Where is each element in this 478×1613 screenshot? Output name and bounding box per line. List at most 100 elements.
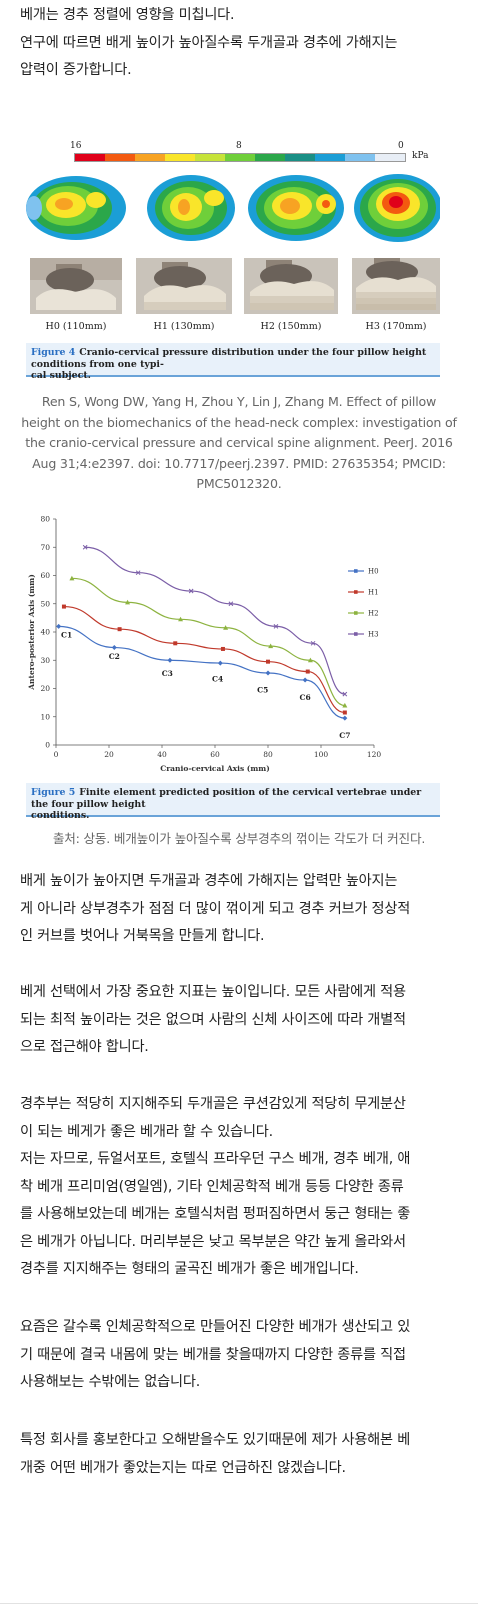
scale-label-0: 0: [398, 141, 404, 151]
pillow-photo-h2: [244, 258, 338, 314]
panel-label-h1: H1 (130mm): [153, 321, 215, 332]
vertebra-label-c6: C6: [299, 693, 310, 702]
data-point-h2: [342, 702, 348, 708]
legend-label-h3: H3: [368, 631, 379, 639]
scale-swatch: [195, 154, 225, 161]
text-line: 배게 높이가 높아지면 두개골과 경추에 가해지는 압력만 높아지는: [20, 873, 398, 889]
data-point-h3: [310, 640, 316, 646]
y-tick-label: 40: [40, 628, 50, 637]
scale-swatch: [75, 154, 105, 161]
text-line: 압력이 증가합니다.: [20, 62, 132, 78]
data-point-h0: [56, 623, 62, 629]
x-tick-label: 120: [367, 750, 382, 759]
pillow-photo-h3: [352, 258, 440, 314]
pressure-heatmap-h2: [248, 175, 344, 241]
scale-swatch: [225, 154, 255, 161]
pillow-photo-h0: [30, 258, 122, 314]
text-line: 사용해보는 수밖에는 없습니다.: [20, 1374, 201, 1390]
x-axis-label: Cranio-cervical Axis (mm): [160, 764, 270, 773]
text-line: 기 때문에 결국 내몸에 맞는 베개를 찾을때까지 다양한 종류를 직접: [20, 1346, 406, 1363]
data-point-h1: [173, 641, 178, 646]
data-point-h3: [228, 601, 234, 607]
data-point-h0: [265, 670, 271, 676]
text-line: 경추를 지지해주는 형태의 굴곡진 베개가 좋은 베개입니다.: [20, 1261, 359, 1277]
legend-label-h0: H0: [368, 568, 379, 576]
data-point-h1: [266, 659, 270, 664]
data-point-h2: [223, 625, 229, 630]
scale-label-16: 16: [70, 141, 82, 151]
legend-marker-h3: [354, 632, 358, 636]
data-point-h1: [305, 669, 310, 674]
data-point-h0: [217, 660, 223, 666]
legend-marker-h2: [354, 611, 358, 615]
data-point-h2: [178, 616, 184, 622]
citation-line: Aug 31;4:e2397. doi: 10.7717/peerj.2397.…: [32, 455, 446, 471]
data-point-h1: [220, 646, 225, 651]
figure-5-caption: Figure 5 Finite element predicted positio…: [26, 783, 440, 821]
text-line: 게 아니라 상부경추가 점점 더 많이 꺾이게 되고 경추 커브가 정상적: [20, 900, 411, 917]
scale-swatch: [165, 154, 195, 161]
data-point-h2: [125, 599, 131, 605]
pressure-heatmap-h1: [147, 175, 235, 241]
scale-swatch: [345, 154, 375, 161]
y-tick-label: 0: [45, 741, 50, 750]
pressure-heatmap-h3: [354, 174, 440, 242]
figure-4-pressure-maps: 16 8 0 kPa: [26, 138, 440, 343]
data-point-h0: [342, 715, 348, 721]
figure-4-caption-text-2: cal subject.: [31, 370, 91, 381]
data-point-h2: [268, 643, 274, 649]
data-point-h1: [342, 710, 347, 715]
scale-swatch: [105, 154, 135, 161]
y-tick-label: 20: [40, 684, 50, 693]
figure-5-line-chart: 0 10 20 30 40 50 60 70 80 0 20 40 60 80 100 120 Cranio-c…: [27, 515, 382, 774]
data-point-h1: [61, 604, 66, 609]
text-line: 되는 최적 높이라는 것은 없으며 사람의 신체 사이즈에 따라 개별적: [20, 1011, 406, 1028]
pressure-heatmap-h0: [26, 176, 126, 240]
text-line: 개중 어떤 베개가 좋았는지는 따로 언급하진 않겠습니다.: [20, 1459, 346, 1476]
scale-unit-kpa: kPa: [412, 151, 429, 161]
scale-swatch: [135, 154, 165, 161]
data-point-h3: [273, 623, 279, 629]
text-line: 연구에 따르면 배게 높이가 높아질수록 두개골과 경추에 가해지는: [20, 34, 398, 51]
intro-paragraph: 베개는 경추 정렬에 영향을 미칩니다. 연구에 따르면 배게 높이가 높아질수…: [20, 2, 458, 85]
text-line: 요즘은 갈수록 인체공학적으로 만들어진 다양한 베개가 생산되고 있: [20, 1319, 411, 1335]
text-line: 경추부는 적당히 지지해주되 두개골은 쿠션감있게 적당히 무게분산: [20, 1096, 406, 1112]
vertebra-label-c2: C2: [109, 652, 120, 661]
paragraph-pillow-height-effect: 배게 높이가 높아지면 두개골과 경추에 가해지는 압력만 높아지는 게 아니라…: [20, 868, 458, 951]
paragraph-height-importance: 베게 선택에서 가장 중요한 지표는 높이입니다. 모든 사람에게 적용 되는 …: [20, 979, 458, 1062]
paragraph-disclaimer: 특정 회사를 홍보한다고 오해받을수도 있기때문에 제가 사용해본 베 개중 어…: [20, 1427, 458, 1482]
data-point-h2: [307, 657, 313, 663]
citation-line: height on the biomechanics of the head-n…: [21, 414, 457, 430]
citation: Ren S, Wong DW, Yang H, Zhou Y, Lin J, Z…: [20, 392, 458, 495]
vertebra-label-c4: C4: [212, 674, 223, 683]
data-point-h0: [302, 677, 308, 683]
text-line: 착 베개 프리미엄(영일엠), 기타 인체공학적 베개 등등 다양한 종류: [20, 1178, 404, 1195]
x-tick-label: 80: [263, 750, 273, 759]
data-point-h0: [111, 645, 117, 651]
page-bottom-divider: [0, 1603, 478, 1604]
text-line: 이 되는 베게가 좋은 베개라 할 수 있습니다.: [20, 1123, 273, 1140]
panel-label-h2: H2 (150mm): [260, 321, 322, 332]
scale-label-8: 8: [236, 141, 242, 151]
pillow-photo-h1: [136, 258, 232, 314]
paragraph-good-pillow: 경추부는 적당히 지지해주되 두개골은 쿠션감있게 적당히 무게분산 이 되는 …: [20, 1091, 458, 1284]
scale-swatch: [375, 154, 405, 161]
data-point-h3: [82, 544, 88, 550]
figure-4-caption-text: Cranio-cervical pressure distribution un…: [31, 347, 427, 370]
vertebra-label-c5: C5: [257, 686, 268, 695]
figure-5-caption-label: Figure 5: [31, 787, 76, 798]
data-point-h0: [167, 657, 173, 663]
citation-line: PMC5012320.: [196, 476, 282, 491]
source-note: 출처: 상동. 베개높이가 높아질수록 상부경추의 꺾이는 각도가 더 커진다.: [52, 831, 426, 846]
citation-line: Ren S, Wong DW, Yang H, Zhou Y, Lin J, Z…: [41, 394, 437, 409]
data-point-h1: [117, 627, 122, 632]
scale-swatch: [285, 154, 315, 161]
data-point-h3: [342, 691, 348, 697]
scale-swatch: [255, 154, 285, 161]
figure-4-caption-label: Figure 4: [31, 347, 76, 358]
text-line: 특정 회사를 홍보한다고 오해받을수도 있기때문에 제가 사용해본 베: [20, 1432, 411, 1448]
figure-5-caption-text-2: conditions.: [31, 810, 90, 821]
vertebra-label-c1: C1: [61, 631, 72, 640]
y-tick-label: 70: [40, 543, 50, 552]
vertebra-label-c7: C7: [339, 731, 350, 740]
